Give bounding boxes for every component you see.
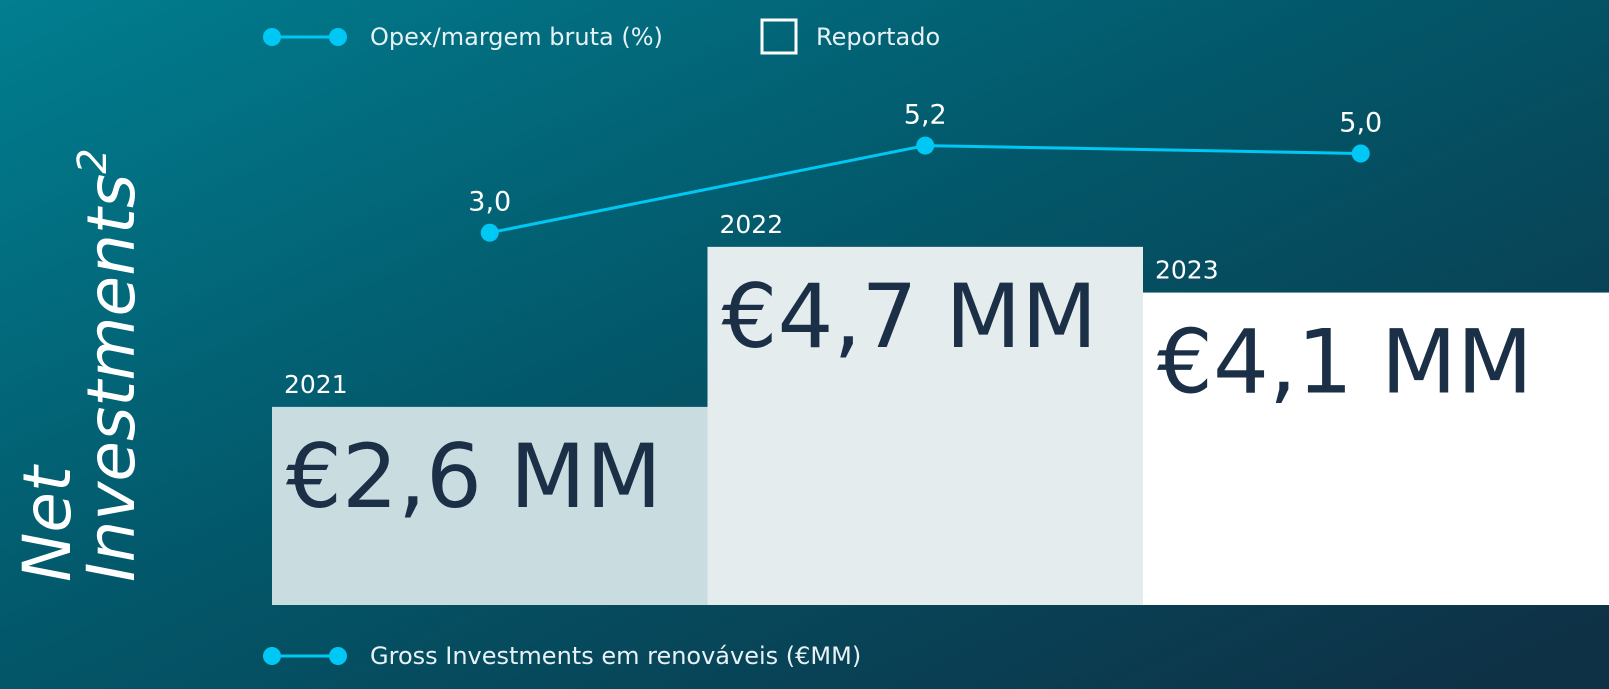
line-value-label: 3,0 bbox=[468, 187, 511, 218]
legend-dot bbox=[263, 647, 281, 665]
legend-label: Gross Investments em renováveis (€MM) bbox=[370, 642, 861, 670]
legend-label: Reportado bbox=[816, 23, 940, 51]
category-label: 2023 bbox=[1155, 256, 1219, 285]
y-title-sup: 2 bbox=[70, 148, 116, 173]
legend-bottom: Gross Investments em renováveis (€MM) bbox=[263, 642, 861, 670]
line-value-label: 5,0 bbox=[1339, 108, 1382, 139]
y-title: Net Investments2 bbox=[9, 148, 150, 582]
y-title-line: Net bbox=[9, 464, 86, 582]
legend-dot bbox=[329, 647, 347, 665]
legend-top: Opex/margem bruta (%) Reportado bbox=[263, 18, 940, 55]
bar-value-label: €4,7 MM bbox=[722, 265, 1098, 368]
category-label: 2022 bbox=[720, 210, 784, 239]
bar bbox=[707, 246, 1143, 606]
line-point bbox=[1351, 144, 1370, 163]
bar-value-label: €4,1 MM bbox=[1157, 311, 1533, 414]
bar-value-label: €2,6 MM bbox=[286, 425, 662, 528]
y-title-text: Investments bbox=[73, 174, 150, 582]
y-title-line: Investments2 bbox=[70, 148, 150, 582]
category-label: 2021 bbox=[284, 370, 348, 399]
line-point bbox=[480, 223, 499, 242]
legend-dot bbox=[263, 28, 281, 46]
line-value-label: 5,2 bbox=[904, 100, 947, 131]
bar bbox=[272, 406, 708, 605]
bar bbox=[1143, 292, 1609, 605]
legend-dot bbox=[329, 28, 347, 46]
legend-label: Opex/margem bruta (%) bbox=[370, 23, 663, 51]
legend-box bbox=[760, 18, 798, 55]
line-point bbox=[916, 136, 935, 155]
